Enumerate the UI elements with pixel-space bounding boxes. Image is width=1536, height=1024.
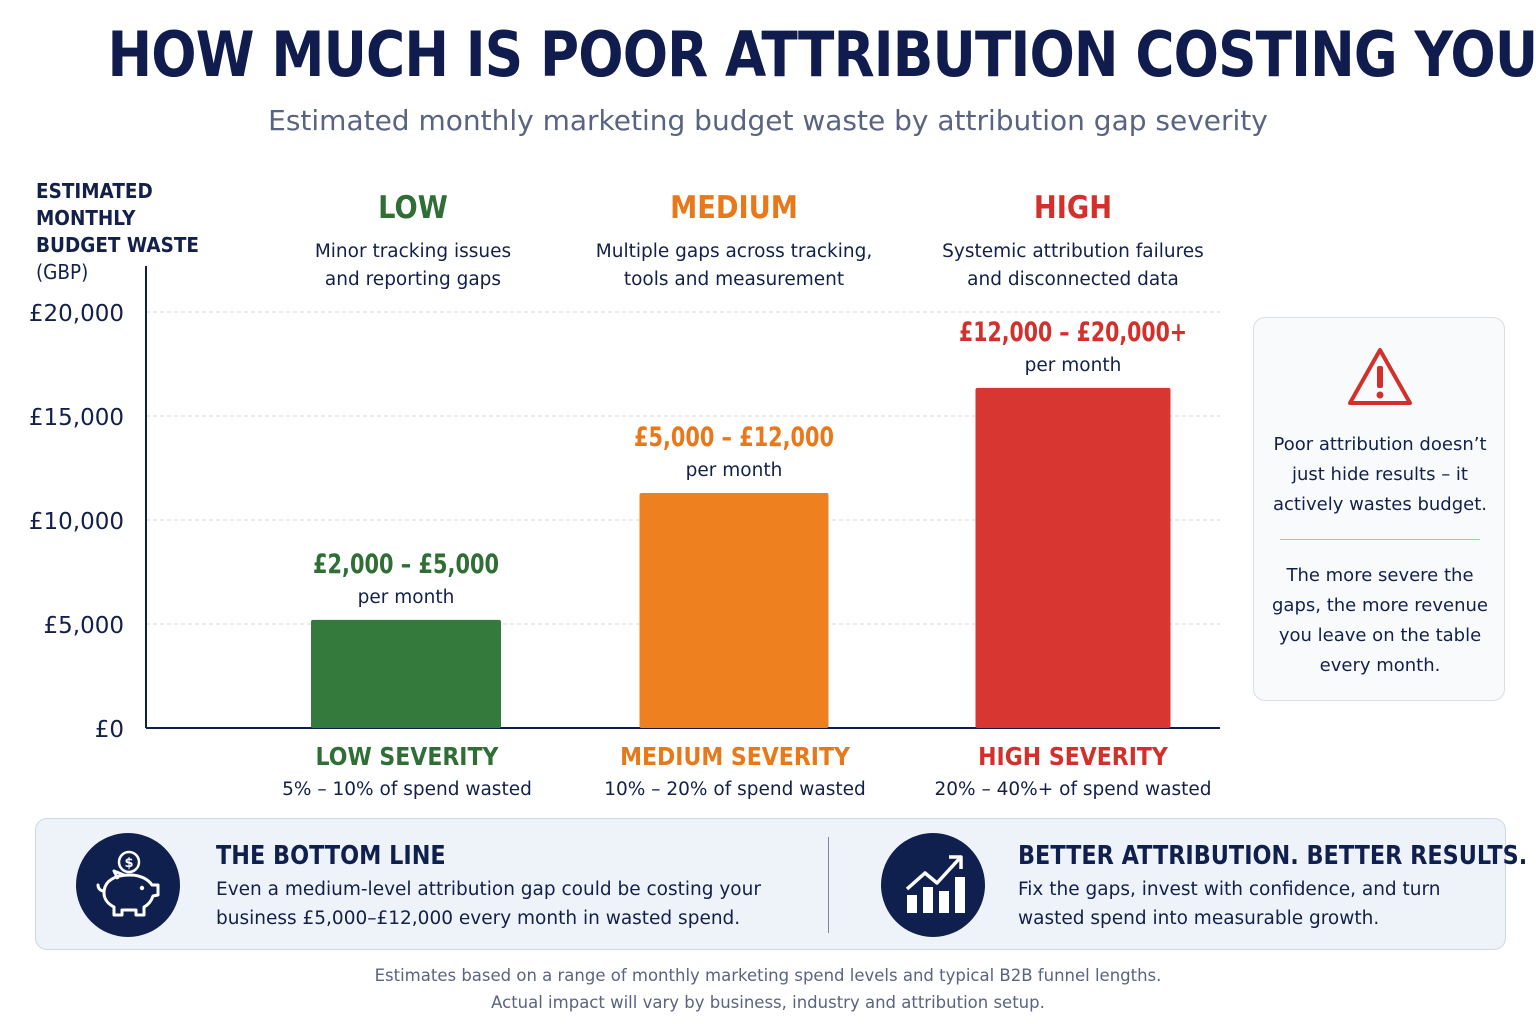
bar-value-label: £5,000 – £12,000 (634, 422, 834, 453)
warning-triangle-icon (1348, 348, 1412, 405)
severity-description-line: tools and measurement (623, 269, 845, 290)
bar-value-sublabel: per month (1025, 355, 1122, 376)
severity-description-line: and reporting gaps (324, 269, 502, 290)
bottom-summary-panel: $ THE BOTTOM LINE Even a medium-level at… (35, 818, 1527, 950)
bar-value-sublabel: per month (358, 587, 455, 608)
better-results-title: BETTER ATTRIBUTION. BETTER RESULTS. (1018, 841, 1528, 871)
y-axis-title-line: (GBP) (36, 260, 89, 284)
bottom-line-text: Even a medium-level attribution gap coul… (216, 879, 761, 929)
bar-medium (639, 492, 829, 728)
y-tick-label: £15,000 (29, 405, 124, 431)
bar-value-label: £12,000 – £20,000+ (959, 317, 1187, 348)
bar-value-label: £2,000 – £5,000 (313, 549, 499, 580)
severity-footer-name: HIGH SEVERITY (978, 742, 1168, 771)
growth-chart-icon (881, 833, 985, 937)
y-axis-title-line: ESTIMATED MONTHLY (36, 179, 153, 230)
y-axis-title: ESTIMATED MONTHLY BUDGET WASTE (GBP) (36, 178, 238, 286)
bar-value-sublabel: per month (686, 460, 783, 481)
severity-header-medium: MEDIUM Multiple gaps across tracking, to… (564, 190, 904, 294)
severity-name: HIGH (1033, 190, 1113, 226)
bottom-line-title: THE BOTTOM LINE (216, 841, 446, 871)
severity-description-line: Systemic attribution failures (942, 241, 1204, 262)
bar-high (975, 387, 1171, 728)
page-subtitle: Estimated monthly marketing budget waste… (268, 104, 1268, 137)
severity-name: LOW (378, 190, 448, 226)
y-axis-title-line: BUDGET WASTE (36, 233, 199, 257)
insight-text-primary: Poor attribution doesn’t just hide resul… (1273, 434, 1487, 515)
severity-footer-desc: 5% – 10% of spend wasted (282, 779, 532, 800)
severity-footer-low: LOW SEVERITY 5% – 10% of spend wasted (237, 742, 577, 800)
severity-footer-name: MEDIUM SEVERITY (620, 742, 850, 771)
severity-footer-name: LOW SEVERITY (315, 742, 499, 771)
severity-footer-high: HIGH SEVERITY 20% – 40%+ of spend wasted (903, 742, 1243, 800)
severity-footer-desc: 20% – 40%+ of spend wasted (934, 779, 1212, 800)
insight-card: Poor attribution doesn’t just hide resul… (1253, 317, 1505, 701)
severity-description-line: and disconnected data (967, 269, 1179, 290)
bar-low (311, 619, 501, 728)
severity-header-high: HIGH Systemic attribution failures and d… (903, 190, 1243, 294)
y-tick-label: £20,000 (29, 301, 124, 327)
severity-footer-medium: MEDIUM SEVERITY 10% – 20% of spend waste… (565, 742, 905, 800)
y-tick-label: £10,000 (29, 509, 124, 535)
severity-description: Systemic attribution failures and discon… (903, 238, 1243, 294)
severity-header-low: LOW Minor tracking issues and reporting … (243, 190, 583, 294)
severity-description-line: Multiple gaps across tracking, (595, 241, 873, 262)
severity-description-line: Minor tracking issues (314, 241, 512, 262)
insight-text-secondary: The more severe the gaps, the more reven… (1271, 565, 1488, 676)
footnote-line: Estimates based on a range of monthly ma… (374, 966, 1162, 985)
y-tick-label: £0 (95, 717, 124, 743)
severity-description: Minor tracking issues and reporting gaps (243, 238, 583, 294)
footnote-line: Actual impact will vary by business, ind… (491, 993, 1045, 1012)
page-title: HOW MUCH IS POOR ATTRIBUTION COSTING YOU… (107, 18, 1536, 91)
insight-divider (1280, 539, 1480, 540)
y-tick-label: £5,000 (44, 613, 124, 639)
better-results-text: Fix the gaps, invest with confidence, an… (1018, 879, 1441, 929)
svg-text:$: $ (124, 856, 133, 871)
severity-description: Multiple gaps across tracking, tools and… (564, 238, 904, 294)
severity-footer-desc: 10% – 20% of spend wasted (604, 779, 866, 800)
panel-divider (828, 837, 829, 933)
piggy-bank-icon: $ (76, 833, 180, 937)
severity-name: MEDIUM (670, 190, 798, 226)
footnote: Estimates based on a range of monthly ma… (0, 962, 1536, 1016)
